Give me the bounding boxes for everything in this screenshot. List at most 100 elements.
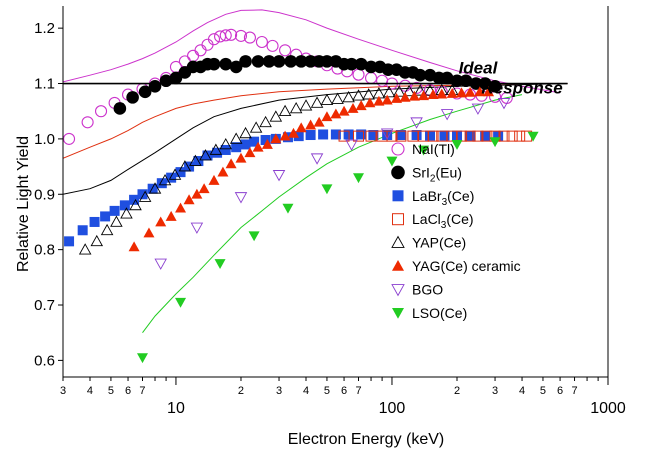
legend-label-main: YAP(Ce) bbox=[412, 235, 466, 251]
y-tick-label: 1.0 bbox=[34, 131, 55, 148]
data-point bbox=[158, 173, 172, 186]
data-point bbox=[184, 161, 195, 172]
data-point bbox=[113, 102, 127, 115]
data-point bbox=[380, 128, 394, 140]
data-point bbox=[320, 93, 334, 105]
x-minor-tick-label: 3 bbox=[276, 385, 282, 397]
data-point bbox=[109, 205, 120, 216]
data-point bbox=[120, 207, 133, 219]
data-point bbox=[231, 142, 242, 153]
data-point bbox=[514, 130, 526, 142]
data-point bbox=[310, 153, 324, 165]
data-point bbox=[119, 200, 130, 211]
data-point bbox=[330, 108, 342, 119]
legend-marker bbox=[392, 190, 404, 202]
data-point bbox=[78, 243, 92, 255]
x-major-tick-label: 10 bbox=[167, 400, 185, 417]
legend-label: YAP(Ce) bbox=[412, 235, 466, 251]
legend-label: LaBr3(Ce) bbox=[412, 188, 474, 208]
data-point bbox=[356, 129, 367, 140]
data-point bbox=[381, 94, 393, 105]
data-point bbox=[187, 49, 200, 62]
data-point bbox=[489, 137, 501, 148]
data-point bbox=[464, 130, 476, 142]
series-6 bbox=[154, 98, 511, 270]
data-point bbox=[345, 57, 358, 71]
legend-item: LSO(Ce) bbox=[392, 305, 467, 321]
x-minor-tick-label: 7 bbox=[139, 385, 145, 397]
data-point bbox=[386, 156, 398, 167]
data-point bbox=[294, 55, 308, 68]
data-point bbox=[175, 297, 187, 308]
data-point bbox=[129, 198, 142, 211]
legend-label-main: LaCl bbox=[412, 211, 441, 227]
data-point bbox=[138, 190, 152, 202]
data-point bbox=[368, 130, 379, 141]
series-0 bbox=[63, 28, 513, 145]
legend-label-main: NaI(Tl) bbox=[412, 141, 455, 157]
data-point bbox=[395, 130, 406, 141]
data-point bbox=[395, 130, 407, 142]
legend-label: LSO(Ce) bbox=[412, 305, 467, 321]
model-curve-0 bbox=[63, 9, 561, 94]
legend: NaI(Tl)SrI2(Eu)LaBr3(Ce)LaCl3(Ce)YAP(Ce)… bbox=[391, 141, 521, 321]
data-points bbox=[63, 28, 539, 364]
data-point bbox=[320, 55, 334, 68]
x-minor-tick-label: 3 bbox=[492, 385, 498, 397]
data-point bbox=[279, 44, 292, 57]
legend-marker bbox=[391, 235, 405, 248]
data-point bbox=[148, 79, 162, 93]
data-point bbox=[255, 35, 268, 49]
data-point bbox=[365, 130, 377, 142]
data-point bbox=[321, 111, 333, 122]
data-point bbox=[240, 139, 251, 150]
legend-marker bbox=[391, 165, 405, 180]
data-point bbox=[225, 28, 238, 41]
data-point bbox=[175, 167, 186, 178]
x-minor-tick-label: 2 bbox=[454, 385, 460, 397]
data-point bbox=[249, 136, 260, 147]
legend-label-tail: (Ce) bbox=[447, 188, 474, 204]
data-point bbox=[399, 91, 411, 102]
data-point bbox=[90, 234, 104, 247]
data-point bbox=[331, 92, 344, 104]
data-point bbox=[284, 55, 298, 68]
data-point bbox=[364, 97, 376, 108]
data-point bbox=[305, 119, 317, 130]
data-point bbox=[190, 222, 204, 234]
data-point bbox=[128, 241, 140, 252]
data-point bbox=[243, 31, 256, 44]
data-point bbox=[207, 33, 221, 46]
data-point bbox=[391, 92, 403, 103]
data-point bbox=[456, 87, 468, 98]
legend-marker bbox=[391, 284, 405, 297]
legend-item: LaBr3(Ce) bbox=[392, 188, 474, 208]
data-point bbox=[427, 89, 439, 99]
data-point bbox=[411, 130, 422, 141]
legend-marker bbox=[392, 308, 404, 319]
data-point bbox=[355, 100, 367, 111]
legend-label-main: YAG(Ce) ceramic bbox=[412, 258, 521, 274]
y-tick-label: 0.6 bbox=[34, 352, 55, 369]
data-point bbox=[220, 144, 231, 155]
x-axis-title: Electron Energy (keV) bbox=[288, 431, 445, 448]
data-point bbox=[229, 132, 243, 144]
data-point bbox=[471, 103, 485, 115]
data-point bbox=[399, 79, 412, 92]
data-point bbox=[165, 210, 177, 221]
data-point bbox=[353, 130, 365, 142]
series-1 bbox=[113, 55, 502, 115]
data-point bbox=[481, 130, 493, 142]
data-point bbox=[474, 86, 486, 97]
data-point bbox=[282, 203, 294, 214]
data-point bbox=[386, 130, 398, 142]
data-point bbox=[219, 57, 233, 71]
data-point bbox=[262, 55, 276, 68]
legend-marker bbox=[392, 260, 404, 271]
data-point bbox=[440, 71, 454, 85]
x-major-tick-label: 1000 bbox=[590, 400, 626, 417]
series-5 bbox=[128, 86, 495, 252]
data-point bbox=[201, 38, 214, 51]
